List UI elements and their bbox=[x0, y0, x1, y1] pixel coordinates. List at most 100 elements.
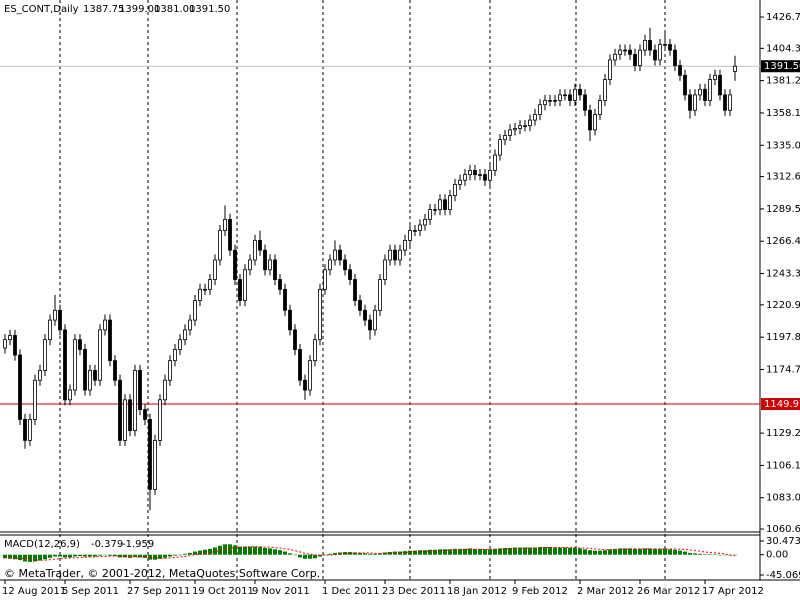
candle-body bbox=[638, 49, 642, 66]
macd-bar bbox=[713, 554, 717, 555]
macd-bar bbox=[18, 554, 22, 561]
candle-body bbox=[193, 300, 197, 321]
x-tick-label: 27 Sep 2011 bbox=[127, 586, 190, 597]
candle-body bbox=[188, 319, 192, 331]
macd-bar bbox=[363, 553, 367, 555]
macd-bar bbox=[723, 554, 727, 556]
candle-body bbox=[558, 94, 562, 101]
candle-body bbox=[603, 79, 607, 101]
candle-body bbox=[703, 88, 707, 101]
macd-bar bbox=[3, 554, 7, 559]
candle-body bbox=[438, 199, 442, 210]
macd-bar bbox=[458, 548, 462, 555]
candle-body bbox=[238, 279, 242, 301]
macd-bar bbox=[573, 547, 577, 555]
y-tick-label: 1381.20 bbox=[766, 76, 800, 87]
macd-bar bbox=[583, 549, 587, 555]
macd-bar bbox=[153, 554, 157, 560]
macd-bar bbox=[693, 553, 697, 555]
macd-bar bbox=[68, 554, 72, 558]
y-tick-label: 1312.60 bbox=[766, 172, 800, 183]
y-tick-label: 1220.90 bbox=[766, 300, 800, 311]
candle-body bbox=[688, 94, 692, 111]
level-box bbox=[761, 398, 800, 411]
macd-bar bbox=[653, 548, 657, 555]
x-tick-label: 26 Mar 2012 bbox=[637, 586, 700, 597]
macd-bar bbox=[388, 552, 392, 555]
macd-bar bbox=[648, 548, 652, 555]
candle-body bbox=[413, 230, 417, 232]
candle-body bbox=[723, 94, 727, 111]
macd-bar bbox=[313, 554, 317, 559]
candle-body bbox=[658, 44, 662, 61]
macd-bar bbox=[703, 554, 707, 555]
candle-body bbox=[28, 419, 32, 441]
macd-bar bbox=[638, 548, 642, 555]
macd-bar bbox=[208, 548, 212, 555]
candle-body bbox=[568, 94, 572, 101]
macd-bar bbox=[618, 548, 622, 555]
macd-bar bbox=[578, 548, 582, 555]
macd-bar bbox=[53, 554, 57, 557]
macd-bar bbox=[113, 554, 117, 557]
candle-body bbox=[468, 170, 472, 176]
candle-body bbox=[18, 354, 22, 420]
candle-body bbox=[713, 74, 717, 80]
candle-body bbox=[303, 379, 307, 391]
candle-body bbox=[8, 335, 12, 341]
candle-body bbox=[553, 100, 557, 102]
macd-bar bbox=[708, 554, 712, 555]
candle-body bbox=[248, 259, 252, 271]
x-tick-label: 1 Dec 2011 bbox=[322, 586, 380, 597]
macd-bar bbox=[358, 552, 362, 555]
candle-body bbox=[483, 174, 487, 181]
macd-bar bbox=[258, 547, 262, 555]
macd-bar bbox=[203, 549, 207, 555]
candle-body bbox=[288, 309, 292, 331]
candle-body bbox=[523, 125, 527, 127]
y-tick-label: 0.00 bbox=[766, 550, 788, 561]
macd-bar bbox=[83, 554, 87, 557]
candle-body bbox=[298, 349, 302, 381]
x-tick-label: 12 Aug 2011 bbox=[2, 586, 66, 597]
indicator-title: MACD(12,26,9) bbox=[4, 539, 80, 550]
candle-body bbox=[103, 319, 107, 331]
candle-body bbox=[388, 249, 392, 261]
candle-body bbox=[293, 329, 297, 350]
candle-body bbox=[198, 288, 202, 301]
chart-title: ES_CONT,Daily bbox=[4, 4, 79, 15]
candle-body bbox=[308, 360, 312, 391]
y-tick-label: 1174.70 bbox=[766, 364, 800, 375]
macd-bar bbox=[468, 548, 472, 555]
candle-body bbox=[473, 170, 477, 176]
x-tick-label: 19 Oct 2011 bbox=[192, 586, 254, 597]
macd-bar bbox=[98, 554, 102, 556]
candle-body bbox=[628, 49, 632, 55]
candle-body bbox=[63, 329, 67, 401]
header-value: 1399.00 bbox=[119, 4, 160, 15]
macd-bar bbox=[323, 554, 327, 556]
candle-body bbox=[518, 125, 522, 129]
y-tick-label: 1129.20 bbox=[766, 428, 800, 439]
macd-bar bbox=[718, 554, 722, 556]
macd-bar bbox=[623, 548, 627, 555]
macd-bar bbox=[63, 554, 67, 558]
macd-bar bbox=[103, 554, 107, 556]
macd-bar bbox=[28, 554, 32, 562]
candle-body bbox=[213, 259, 217, 280]
macd-bar bbox=[463, 548, 467, 555]
indicator-value: -1.959 bbox=[122, 539, 154, 550]
y-tick-label: 30.473 bbox=[766, 536, 800, 547]
macd-bar bbox=[118, 554, 122, 558]
candle-body bbox=[273, 259, 277, 280]
candle-body bbox=[93, 370, 97, 381]
candle-body bbox=[728, 94, 732, 111]
x-tick-label: 17 Apr 2012 bbox=[702, 586, 764, 597]
candle-body bbox=[23, 419, 27, 441]
macd-bar bbox=[733, 554, 737, 556]
candle-body bbox=[683, 74, 687, 96]
candle-body bbox=[513, 128, 517, 131]
candle-body bbox=[618, 49, 622, 55]
candle-body bbox=[318, 288, 322, 341]
candle-body bbox=[13, 335, 17, 356]
